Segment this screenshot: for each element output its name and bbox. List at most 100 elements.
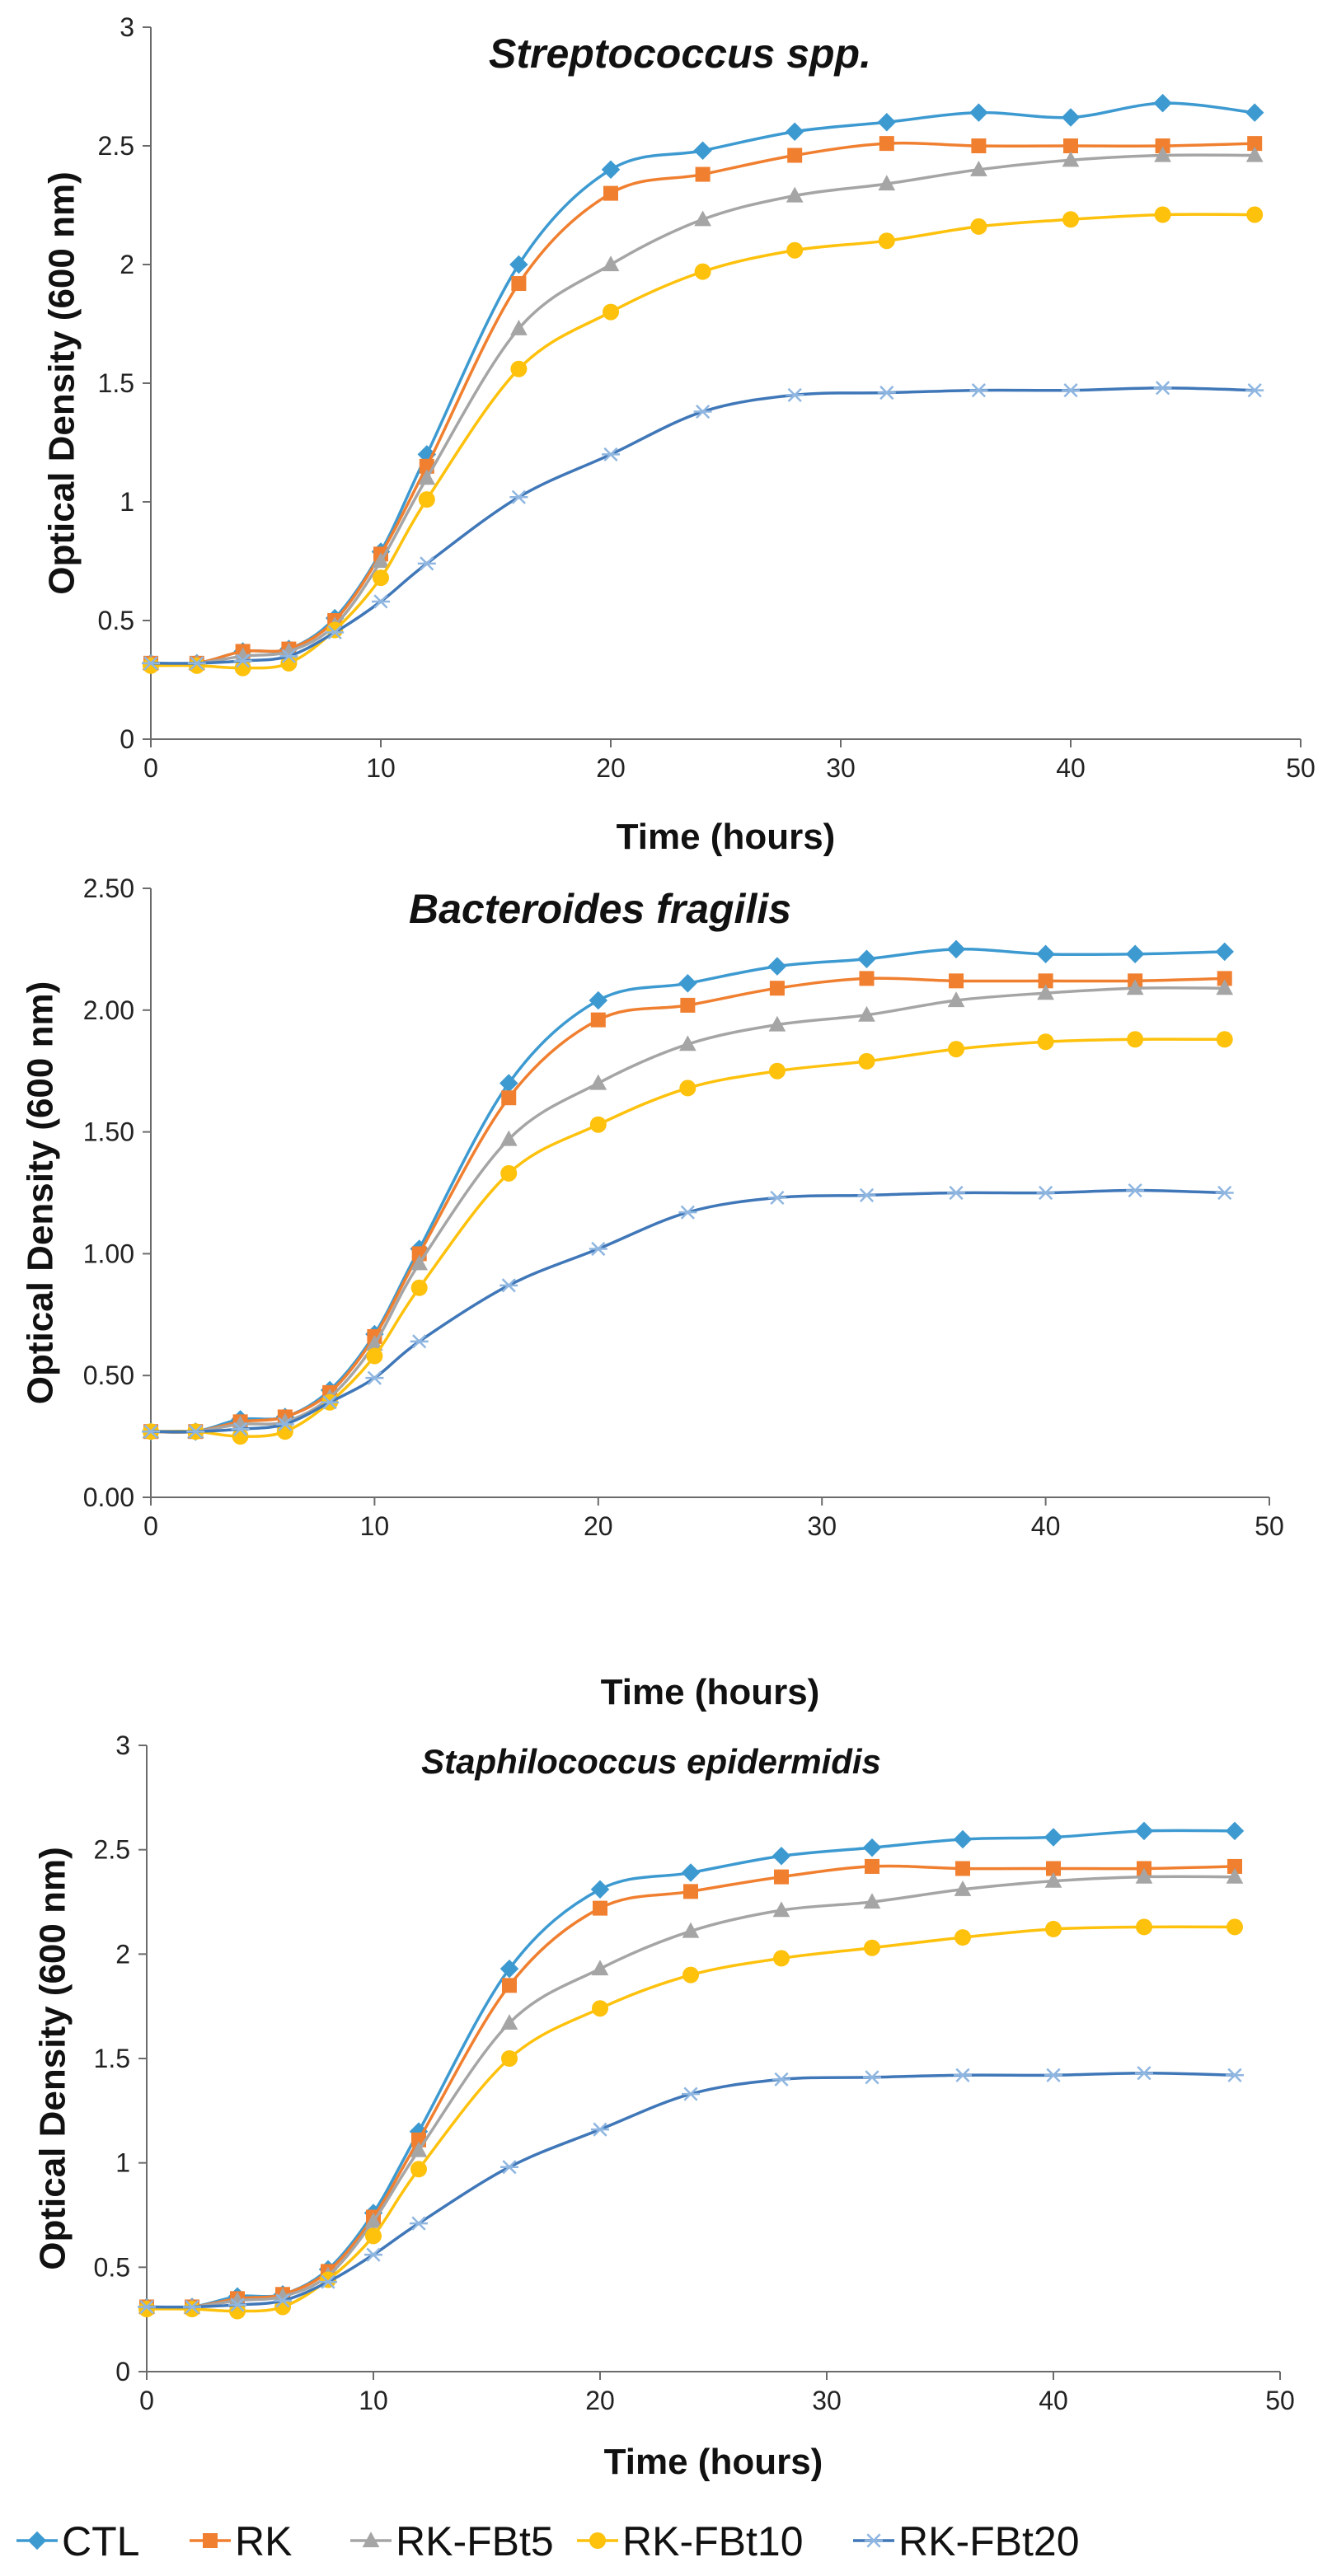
x-tick-label: 10 <box>360 1511 390 1541</box>
data-point-rk-fbt20 <box>321 1395 340 1410</box>
data-point-ctl <box>772 1847 791 1866</box>
series-rk-fbt20 <box>142 1183 1234 1439</box>
data-point-ctl <box>693 141 712 161</box>
y-tick-label: 0 <box>120 724 134 754</box>
data-point-rk <box>593 1900 607 1916</box>
y-tick-label: 1.5 <box>98 368 134 398</box>
data-point-rk <box>501 1090 517 1106</box>
legend-item-rk-fbt10: RK-FBt10 <box>577 2518 804 2564</box>
data-point-ctl <box>862 1838 882 1857</box>
data-point-rk-fbt5 <box>863 1893 881 1909</box>
data-point-rk-fbt20 <box>1226 2068 1244 2082</box>
data-point-rk-fbt20 <box>500 2160 518 2175</box>
data-point-rk-fbt10 <box>373 569 389 587</box>
y-tick-label: 3 <box>115 1731 130 1760</box>
data-point-rk-fbt10 <box>1127 1031 1144 1048</box>
y-tick-label: 2.5 <box>98 131 134 161</box>
data-point-rk-fbt20 <box>410 1334 429 1349</box>
data-point-rk <box>859 971 875 986</box>
x-axis-label: Time (hours) <box>617 817 836 857</box>
data-point-rk-fbt20 <box>186 1424 205 1439</box>
data-point-rk-fbt10 <box>1154 206 1171 223</box>
data-point-rk-fbt10 <box>229 2302 246 2320</box>
series-ctl <box>141 939 1234 1441</box>
data-point-rk-fbt10 <box>954 1929 971 1946</box>
data-point-ctl <box>877 112 897 132</box>
data-point-rk-fbt5 <box>679 1035 696 1051</box>
data-point-ctl <box>1153 93 1172 113</box>
x-tick-label: 50 <box>1255 1511 1284 1541</box>
data-point-rk-fbt5 <box>372 552 390 569</box>
data-point-rk-fbt20 <box>1036 1185 1055 1201</box>
legend-marker-rk-fbt5 <box>362 2532 380 2548</box>
data-point-ctl <box>681 1863 701 1882</box>
data-point-rk-fbt5 <box>366 1334 383 1351</box>
data-point-ctl <box>1245 103 1264 122</box>
data-point-rk-fbt10 <box>410 1279 428 1296</box>
data-point-rk-fbt20 <box>372 594 390 609</box>
data-point-ctl <box>1036 944 1055 964</box>
y-tick-label: 2.50 <box>83 873 134 903</box>
data-point-rk <box>774 1869 789 1885</box>
data-point-rk-fbt10 <box>948 1041 965 1058</box>
x-tick-label: 30 <box>807 1511 837 1541</box>
series-line-rk-fbt20 <box>150 1188 1225 1434</box>
data-point-rk-fbt5 <box>1126 979 1144 995</box>
data-point-ctl <box>1044 1828 1063 1847</box>
x-tick-label: 10 <box>366 753 396 783</box>
data-point-rk <box>865 1858 879 1874</box>
data-point-rk <box>683 1884 698 1899</box>
data-point-rk-fbt10 <box>592 2000 608 2017</box>
series-rk-fbt5 <box>142 146 1264 670</box>
data-point-rk-fbt10 <box>878 232 895 250</box>
data-point-rk-fbt5 <box>858 1005 875 1022</box>
series-line-rk-fbt5 <box>150 153 1255 666</box>
data-point-rk-fbt10 <box>603 303 619 321</box>
x-tick-label: 0 <box>143 1511 158 1541</box>
data-point-rk-fbt10 <box>188 657 205 674</box>
data-point-rk-fbt10 <box>768 1062 786 1080</box>
y-tick-label: 1.00 <box>83 1239 134 1268</box>
series-line-rk-fbt20 <box>150 386 1255 665</box>
legend-label-ctl: CTL <box>62 2518 139 2564</box>
data-point-ctl <box>601 160 621 180</box>
x-tick-label: 0 <box>143 753 158 783</box>
data-point-rk-fbt10 <box>970 218 987 235</box>
series-rk-fbt10 <box>138 1918 1243 2320</box>
data-point-rk <box>695 166 711 182</box>
data-point-rk-fbt10 <box>365 2227 382 2245</box>
data-point-rk-fbt20 <box>682 2087 700 2101</box>
y-tick-label: 0.5 <box>94 2252 130 2282</box>
x-axis-label: Time (hours) <box>601 1672 820 1712</box>
data-point-rk-fbt5 <box>510 319 528 335</box>
data-point-rk <box>971 138 987 153</box>
data-point-ctl <box>590 1880 610 1899</box>
data-point-ctl <box>953 1829 973 1849</box>
data-point-rk-fbt5 <box>591 1960 609 1976</box>
data-point-rk <box>1063 138 1078 153</box>
data-point-ctl <box>589 991 608 1010</box>
x-tick-label: 10 <box>359 2386 388 2415</box>
x-tick-label: 20 <box>596 753 626 783</box>
data-point-rk-fbt5 <box>500 2014 518 2030</box>
data-point-ctl <box>500 1959 519 1979</box>
y-tick-label: 1 <box>115 2148 130 2178</box>
data-point-rk-fbt5 <box>1044 1871 1062 1888</box>
data-point-rk-fbt20 <box>857 1187 876 1203</box>
y-tick-label: 1.5 <box>94 2044 130 2073</box>
data-point-rk-fbt20 <box>1153 381 1172 396</box>
data-point-ctl <box>767 957 787 976</box>
data-point-rk-fbt10 <box>143 657 159 674</box>
data-point-rk-fbt5 <box>410 2141 428 2157</box>
data-point-rk-fbt5 <box>232 1415 249 1431</box>
data-point-rk-fbt10 <box>864 1939 880 1956</box>
data-point-rk-fbt10 <box>1037 1033 1054 1051</box>
data-point-rk-fbt20 <box>187 656 206 671</box>
data-point-rk-fbt20 <box>1215 1185 1234 1201</box>
data-point-rk <box>769 981 785 996</box>
data-point-rk-fbt5 <box>418 469 436 485</box>
data-point-rk-fbt10 <box>410 2161 427 2178</box>
data-point-rk-fbt20 <box>1245 383 1264 398</box>
data-point-rk-fbt20 <box>954 2068 972 2082</box>
series-rk-fbt20 <box>138 2066 1244 2315</box>
